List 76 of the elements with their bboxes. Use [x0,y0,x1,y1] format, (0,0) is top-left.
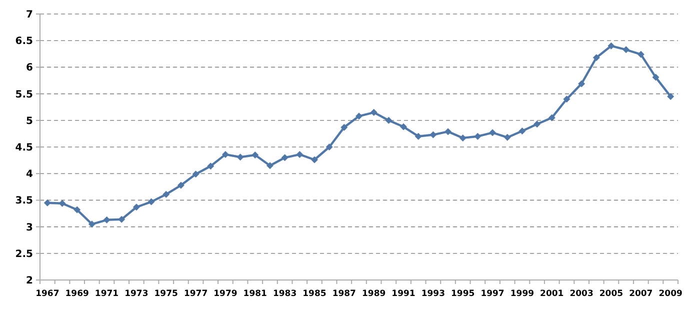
point [74,206,81,214]
point [534,120,541,128]
point [118,216,126,223]
y-tick-label: 5 [26,116,34,127]
point [474,132,482,140]
point [504,134,511,141]
x-tick-label: 1995 [451,289,475,299]
point [58,200,66,207]
point [578,80,586,88]
y-tick-label: 7 [26,10,34,20]
x-tick-label: 1985 [302,289,326,299]
point [608,42,615,50]
point [592,54,600,62]
point [652,74,660,81]
point [222,150,229,158]
point [236,154,244,161]
y-tick-label: 3 [26,222,34,234]
point [132,204,140,211]
point [340,124,348,131]
point [489,129,496,136]
x-tick-label: 1969 [65,289,89,299]
y-tick-label: 6.5 [15,36,34,48]
x-tick-label: 1981 [243,289,268,299]
x-tick-label: 2003 [570,289,594,299]
point [622,46,630,54]
y-tick-label: 3.5 [15,196,34,207]
y-tick-label: 2.5 [15,248,34,260]
x-tick-label: 1993 [421,289,446,299]
point [192,170,200,178]
y-tick-label: 4 [26,169,34,180]
point [252,151,259,158]
x-tick-label: 1973 [124,289,148,299]
point [44,199,51,206]
x-tick-label: 1967 [36,289,60,299]
point [548,114,556,122]
point [296,150,304,158]
point [207,162,214,170]
point [430,131,437,138]
x-tick-label: 1999 [510,289,534,299]
point [563,96,570,103]
point [518,128,526,135]
point [385,116,392,124]
x-tick-label: 1989 [362,289,386,299]
point [667,92,674,100]
point [370,108,378,116]
point [444,128,452,136]
x-tick-label: 2007 [629,289,653,299]
point [326,144,333,150]
x-tick-label: 1975 [154,289,178,299]
x-tick-label: 1987 [332,289,356,299]
y-tick-label: 4.5 [15,142,34,154]
point [637,50,644,58]
point [414,132,422,140]
x-tick-label: 2005 [599,289,624,299]
point [162,190,170,198]
x-tick-label: 1979 [214,289,238,299]
point [459,134,466,142]
point [177,182,184,189]
x-tick-label: 2001 [540,289,564,299]
point [310,156,318,164]
x-tick-label: 1971 [94,289,119,299]
x-tick-label: 1983 [272,289,297,299]
point [281,154,288,162]
y-tick-label: 6 [26,62,34,74]
point [356,112,362,120]
point [103,216,110,224]
point [266,162,274,170]
x-tick-label: 1977 [184,289,208,299]
y-tick-label: 2 [26,276,34,286]
y-tick-label: 5.5 [15,89,34,100]
x-tick-label: 1997 [480,289,504,299]
point [400,123,408,130]
x-tick-label: 2009 [658,289,682,299]
point [148,198,155,206]
point [88,220,96,228]
x-tick-label: 1991 [392,289,416,299]
